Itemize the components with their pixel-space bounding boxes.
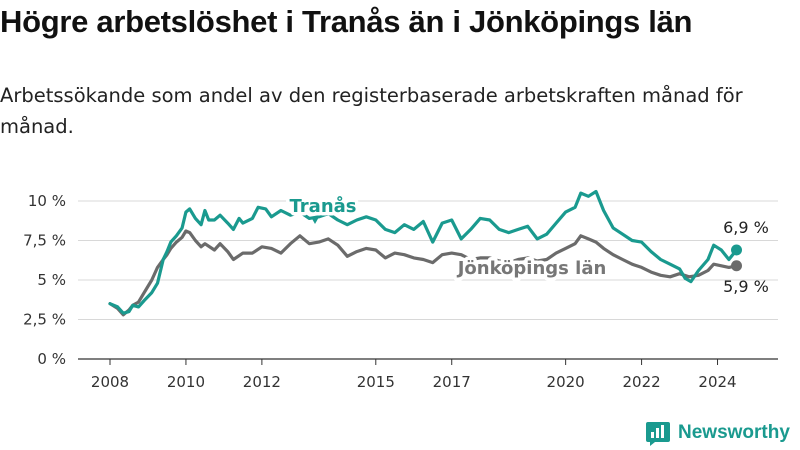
y-tick-label: 2,5 % bbox=[23, 311, 66, 329]
tranas-line bbox=[108, 189, 739, 315]
newsworthy-logo-icon bbox=[646, 422, 670, 446]
jonkoping-end-label: 5,9 % bbox=[723, 277, 769, 296]
x-tick-label: 2010 bbox=[167, 373, 205, 391]
x-tick-label: 2020 bbox=[547, 373, 585, 391]
jonkoping-series-label-halo: Jönköpings län bbox=[456, 258, 607, 279]
grid-lines bbox=[78, 200, 778, 360]
x-tick-label: 2008 bbox=[91, 373, 129, 391]
jonkoping-series-label: Jönköpings län bbox=[456, 258, 607, 279]
x-axis-ticks: 2008 2010 2012 2015 2017 2020 2022 2024 bbox=[91, 359, 737, 391]
x-tick-label: 2015 bbox=[357, 373, 395, 391]
y-axis-ticks: 0 % 2,5 % 5 % 7,5 % 10 % bbox=[23, 192, 66, 368]
x-tick-label: 2022 bbox=[622, 373, 660, 391]
x-tick-label: 2024 bbox=[698, 373, 736, 391]
tranas-end-point bbox=[731, 244, 743, 256]
newsworthy-logo: Newsworthy bbox=[645, 420, 790, 446]
series-lines bbox=[108, 189, 743, 317]
y-tick-label: 5 % bbox=[37, 271, 66, 289]
chart-subtitle: Arbetssökande som andel av den registerb… bbox=[0, 84, 743, 138]
tranas-label-pointer bbox=[311, 217, 319, 224]
y-tick-label: 7,5 % bbox=[23, 232, 66, 250]
tranas-series-label-halo: Tranås bbox=[290, 195, 357, 217]
jonkoping-end-point bbox=[731, 260, 743, 272]
y-tick-label: 0 % bbox=[37, 350, 66, 368]
tranas-series-label: Tranås bbox=[290, 195, 357, 217]
tranas-end-label: 6,9 % bbox=[723, 218, 769, 237]
y-tick-label: 10 % bbox=[28, 192, 66, 210]
x-tick-label: 2012 bbox=[243, 373, 281, 391]
chart-title: Högre arbetslöshet i Tranås än i Jönköpi… bbox=[0, 4, 693, 39]
newsworthy-logo-text: Newsworthy bbox=[678, 422, 790, 443]
x-tick-label: 2017 bbox=[433, 373, 471, 391]
jonkoping-line bbox=[108, 229, 739, 317]
